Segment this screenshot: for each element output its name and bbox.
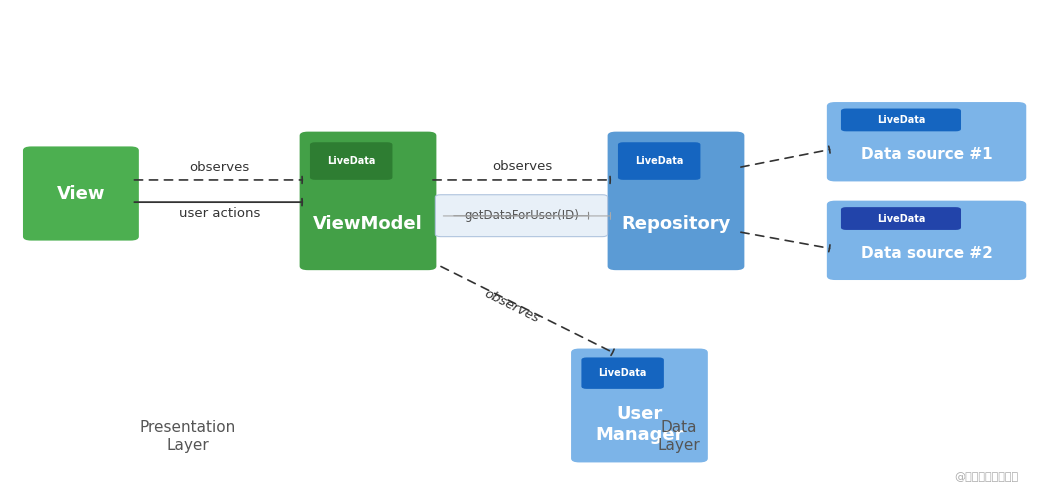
FancyBboxPatch shape bbox=[23, 146, 139, 241]
Text: View: View bbox=[56, 184, 105, 203]
Text: Repository: Repository bbox=[621, 215, 731, 233]
Text: LiveData: LiveData bbox=[877, 213, 925, 223]
FancyBboxPatch shape bbox=[608, 132, 744, 270]
Text: LiveData: LiveData bbox=[327, 156, 376, 166]
FancyBboxPatch shape bbox=[571, 349, 708, 462]
Text: observes: observes bbox=[482, 287, 541, 326]
Text: getDataForUser(ID): getDataForUser(ID) bbox=[464, 209, 579, 222]
FancyBboxPatch shape bbox=[827, 102, 1026, 181]
Text: User
Manager: User Manager bbox=[595, 405, 684, 444]
Text: observes: observes bbox=[492, 160, 552, 173]
FancyBboxPatch shape bbox=[435, 195, 608, 237]
Text: observes: observes bbox=[189, 161, 250, 174]
Text: Data source #1: Data source #1 bbox=[860, 147, 993, 162]
FancyBboxPatch shape bbox=[300, 132, 436, 270]
FancyBboxPatch shape bbox=[582, 357, 664, 389]
FancyBboxPatch shape bbox=[841, 207, 960, 230]
Text: Data
Layer: Data Layer bbox=[658, 420, 699, 453]
Text: LiveData: LiveData bbox=[877, 115, 925, 125]
Text: Presentation
Layer: Presentation Layer bbox=[140, 420, 236, 453]
Text: user actions: user actions bbox=[179, 208, 260, 220]
Text: @稀土掘金技术社区: @稀土掘金技术社区 bbox=[954, 472, 1018, 482]
FancyBboxPatch shape bbox=[841, 108, 960, 131]
Text: ViewModel: ViewModel bbox=[313, 215, 423, 233]
FancyBboxPatch shape bbox=[310, 142, 393, 180]
Text: LiveData: LiveData bbox=[598, 368, 647, 378]
FancyBboxPatch shape bbox=[827, 201, 1026, 280]
Text: LiveData: LiveData bbox=[635, 156, 684, 166]
Text: Data source #2: Data source #2 bbox=[860, 246, 993, 261]
FancyBboxPatch shape bbox=[618, 142, 701, 180]
